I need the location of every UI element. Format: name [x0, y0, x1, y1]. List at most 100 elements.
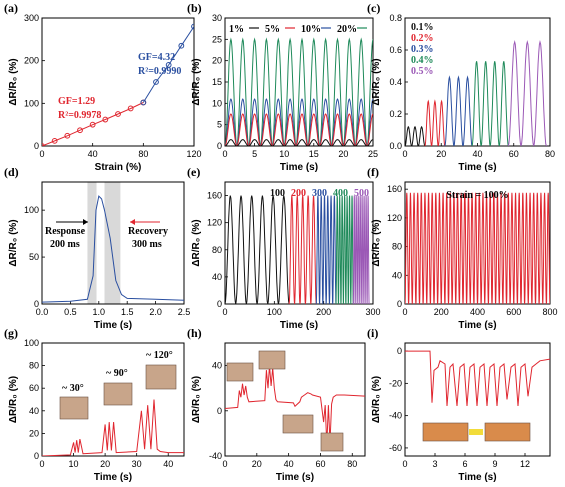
data-layer — [42, 195, 184, 303]
legend-label: 5% — [265, 24, 280, 35]
series-line — [335, 195, 354, 304]
legend-label: 0.3% — [411, 44, 434, 55]
x-axis-title: Strain (%) — [95, 162, 142, 173]
y-tick-label: -20 — [389, 378, 402, 388]
panel-label: (i) — [367, 326, 378, 340]
y-tick-label: 30 — [212, 13, 222, 23]
series-line — [424, 99, 446, 146]
legend-label: 1% — [229, 24, 244, 35]
y-tick-label: 5 — [217, 120, 222, 130]
x-tick-label: 800 — [542, 307, 557, 317]
x-tick-label: 60 — [509, 149, 519, 159]
x-tick-label: 30 — [132, 459, 142, 469]
legend-label: 0.5% — [411, 66, 434, 77]
x-tick-label: 5 — [252, 149, 257, 159]
y-tick-label: 40 — [212, 272, 222, 282]
x-tick-label: 20 — [252, 459, 262, 469]
series-line — [471, 61, 509, 146]
data-point — [64, 132, 71, 139]
x-tick-label: 40 — [88, 149, 98, 159]
photo-inset — [59, 396, 89, 420]
y-tick-label: 100 — [24, 338, 39, 348]
x-axis-title: Time (s) — [94, 320, 132, 331]
annotation: ~ 30° — [62, 383, 84, 394]
y-tick-label: 40 — [29, 406, 39, 416]
series-line — [288, 195, 317, 304]
legend-label: 400 — [333, 188, 348, 199]
annotation: ~ 90° — [106, 368, 128, 379]
panel-1: (b) 0 5 10 15 20 25 0 5 10 15 20 25 30 Time (s) ΔR/R₀ (… — [187, 1, 378, 173]
x-tick-label: 2.5 — [178, 307, 191, 317]
data-point — [77, 127, 83, 134]
x-tick-label: 400 — [470, 307, 485, 317]
x-tick-label: 60 — [315, 459, 325, 469]
y-tick-label: 0 — [34, 299, 39, 309]
data-layer — [405, 350, 550, 407]
y-tick-label: 10 — [212, 98, 222, 108]
panel-label: (a) — [4, 1, 18, 15]
y-tick-label: 0 — [217, 299, 222, 309]
x-tick-label: 9 — [492, 459, 497, 469]
y-tick-label: 120 — [207, 218, 222, 228]
annotation: 300 ms — [132, 239, 162, 250]
y-tick-label: -40 — [209, 451, 222, 461]
x-tick-label: 0 — [402, 149, 407, 159]
photo-inset — [103, 382, 133, 406]
x-tick-label: 1.0 — [93, 307, 106, 317]
annotation: 200 ms — [50, 239, 80, 250]
series-line — [405, 350, 550, 407]
y-axis-title: ΔR/R₀ (%) — [191, 58, 202, 105]
legend-label: 300 — [312, 188, 327, 199]
panel-label: (c) — [367, 1, 380, 15]
series-line — [405, 192, 550, 304]
y-tick-label: 60 — [29, 383, 39, 393]
y-tick-label: 0 — [34, 451, 39, 461]
x-tick-label: 200 — [434, 307, 449, 317]
y-tick-label: 300 — [24, 13, 39, 23]
y-tick-label: 20 — [212, 56, 222, 66]
data-point — [115, 111, 121, 117]
series-line — [405, 125, 426, 146]
annotation: R²=0.9990 — [138, 66, 181, 77]
series-line — [352, 195, 370, 304]
x-tick-label: 0 — [39, 459, 44, 469]
series-line — [42, 195, 184, 303]
series-line — [42, 399, 184, 456]
x-tick-label: 6 — [462, 459, 467, 469]
data-point — [140, 99, 147, 106]
photo-inset — [282, 414, 314, 434]
panel-label: (b) — [187, 1, 202, 15]
panel-label: (e) — [187, 165, 200, 179]
x-tick-label: 20 — [436, 149, 446, 159]
y-tick-label: 0 — [397, 346, 402, 356]
x-tick-label: 80 — [138, 149, 148, 159]
x-tick-label: 0 — [222, 307, 227, 317]
annotation: Strain = 100% — [446, 190, 508, 201]
x-tick-label: 100 — [267, 307, 282, 317]
x-tick-label: 15 — [309, 149, 319, 159]
photo-inset — [258, 350, 286, 370]
panel-8: (i) 0 3 6 9 12 -60 -40 -20 0 Time (s) ΔR/R₀ (%) — [367, 326, 551, 483]
y-tick-label: 40 — [392, 270, 402, 280]
x-tick-label: 0 — [402, 459, 407, 469]
y-tick-label: 200 — [24, 56, 39, 66]
x-tick-label: 40 — [163, 459, 173, 469]
arrow-marker — [469, 429, 483, 435]
data-layer — [225, 365, 365, 445]
photo-inset — [422, 422, 469, 442]
plot-frame — [224, 181, 374, 305]
y-tick-label: 160 — [387, 184, 402, 194]
y-tick-label: 25 — [212, 34, 222, 44]
panel-6: (g) 0 10 20 30 40 0 20 40 60 80 100 Time (s) ΔR/R₀ (%… — [4, 326, 185, 483]
data-layer — [405, 192, 550, 304]
x-tick-label: 0 — [222, 459, 227, 469]
y-tick-label: 0.6 — [389, 45, 402, 55]
y-axis-title: ΔR/R₀ (%) — [191, 376, 202, 423]
y-axis-title: ΔR/R₀ (%) — [8, 219, 19, 266]
data-layer — [42, 23, 194, 146]
y-axis-title: ΔR/R₀ (%) — [8, 58, 19, 105]
y-tick-label: 0.8 — [389, 13, 402, 23]
annotation: GF=4.32 — [138, 52, 175, 63]
series-line — [225, 365, 365, 445]
data-layer — [225, 195, 370, 304]
